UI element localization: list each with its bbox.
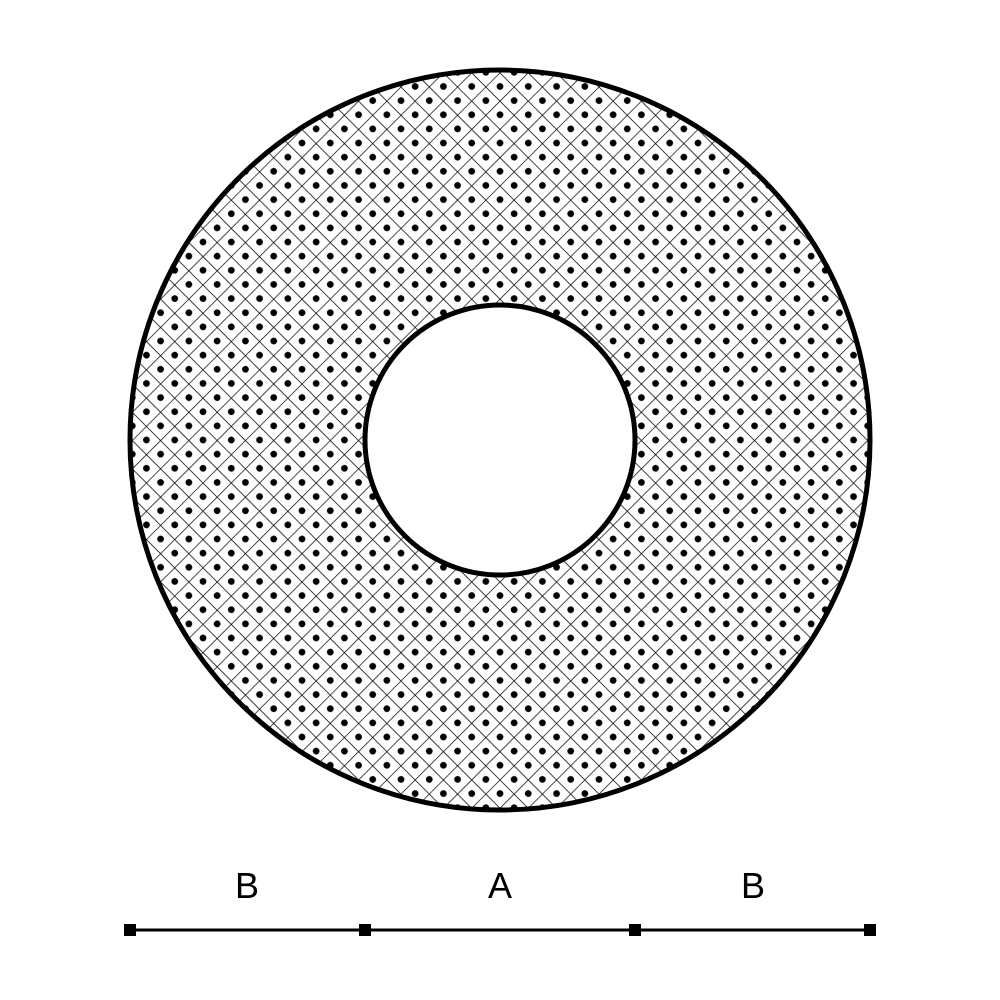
annulus-hatch-fill [0,0,1000,1000]
dimension-tick [359,924,371,936]
dimension-tick [124,924,136,936]
dimension-label: B [235,865,259,906]
dimension-tick [629,924,641,936]
dimension-tick [864,924,876,936]
dimension-label: A [488,865,512,906]
dimension-label: B [741,865,765,906]
